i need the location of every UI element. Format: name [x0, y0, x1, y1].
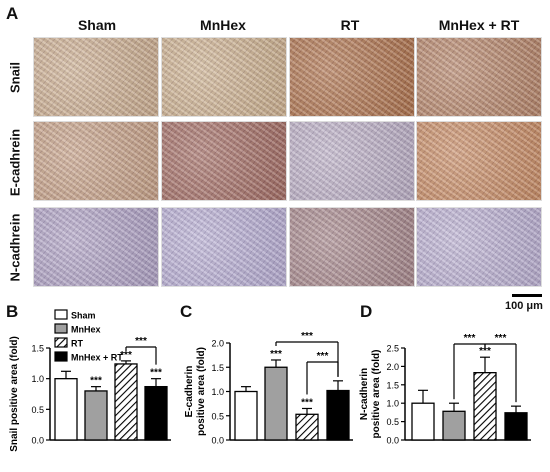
bracket-label-c-0: *** [301, 331, 313, 342]
significance-b-1: *** [90, 376, 102, 387]
significance-c-2: *** [301, 397, 313, 408]
panel-label-b: B [6, 302, 19, 321]
y-axis-label-d-line-0: N-cadherin [359, 368, 370, 420]
y-tick-label-b-2: 1.0 [31, 374, 44, 384]
bar-b-0 [54, 378, 78, 441]
bracket-label-d-1: *** [495, 333, 507, 344]
panel-label-a: A [6, 4, 19, 23]
histology-tile-e-cadhrein-mnhex-rt [416, 121, 542, 201]
y-axis-label-d-line-1: positive area (fold) [371, 350, 382, 439]
bracket-label-c-1: *** [317, 351, 329, 362]
panel-label-c: C [180, 302, 193, 321]
y-tick-label-c-0: 0.0 [211, 436, 224, 446]
histology-tile-e-cadhrein-mnhex [161, 121, 287, 201]
y-tick-label-d-5: 2.5 [386, 344, 399, 354]
bar-c-0 [234, 390, 258, 441]
bar-b-1 [84, 390, 108, 441]
legend-label-3: MnHex + RT [71, 353, 123, 363]
histology-tile-snail-mnhex-rt [416, 37, 542, 117]
y-axis-label-c-line-0: E-cadherin [184, 366, 195, 418]
bar-d-2 [473, 372, 497, 441]
histology-tile-n-cadhrein-mnhex-rt [416, 207, 542, 287]
histology-tile-e-cadhrein-rt [289, 121, 415, 201]
column-header-rt: RT [340, 17, 360, 33]
y-axis-label-c-line-1: positive area (fold) [196, 347, 207, 436]
significance-c-1: *** [270, 349, 282, 360]
y-tick-label-d-2: 1.0 [386, 399, 399, 409]
y-tick-label-c-4: 2.0 [211, 339, 224, 349]
bar-c-1 [264, 366, 288, 441]
histology-tile-e-cadhrein-sham [33, 121, 159, 201]
bracket-label-b-0: *** [135, 336, 147, 347]
histology-tile-snail-mnhex [161, 37, 287, 117]
legend-swatch-2 [54, 337, 68, 348]
bar-b-2 [114, 363, 138, 441]
bar-d-3 [504, 412, 528, 441]
column-header-mnhex-rt: MnHex + RT [438, 17, 520, 33]
bar-d-0 [411, 402, 435, 441]
significance-b-2: *** [120, 350, 132, 361]
y-tick-label-c-3: 1.5 [211, 363, 224, 373]
histology-tile-snail-sham [33, 37, 159, 117]
y-tick-label-c-2: 1.0 [211, 387, 224, 397]
legend-label-1: MnHex [71, 325, 101, 335]
histology-tile-n-cadhrein-sham [33, 207, 159, 287]
histology-tile-snail-rt [289, 37, 415, 117]
scale-bar-label: 100 μm [505, 300, 543, 312]
y-tick-label-b-0: 0.0 [31, 436, 44, 446]
legend-swatch-0 [54, 309, 68, 320]
significance-b-3: *** [150, 368, 162, 379]
bar-d-1 [442, 410, 466, 441]
significance-d-2: *** [479, 346, 491, 357]
histology-tile-n-cadhrein-rt [289, 207, 415, 287]
y-axis-label-b: Snail positive area (fold) [9, 336, 20, 452]
column-header-mnhex: MnHex [200, 17, 246, 33]
y-tick-label-b-1: 0.5 [31, 405, 44, 415]
bar-b-3 [144, 385, 168, 441]
bar-c-3 [326, 389, 350, 441]
legend-label-2: RT [71, 339, 83, 349]
legend-label-0: Sham [71, 311, 96, 321]
legend-swatch-1 [54, 323, 68, 334]
y-tick-label-c-1: 0.5 [211, 411, 224, 421]
legend-swatch-3 [54, 351, 68, 362]
y-tick-label-d-1: 0.5 [386, 417, 399, 427]
bar-c-2 [295, 413, 319, 441]
column-header-sham: Sham [77, 17, 117, 33]
y-tick-label-b-3: 1.5 [31, 344, 44, 354]
y-tick-label-d-4: 2.0 [386, 362, 399, 372]
panel-label-d: D [360, 302, 373, 321]
y-tick-label-d-0: 0.0 [386, 436, 399, 446]
histology-tile-n-cadhrein-mnhex [161, 207, 287, 287]
bracket-label-d-0: *** [464, 333, 476, 344]
y-tick-label-d-3: 1.5 [386, 380, 399, 390]
scale-bar [512, 294, 542, 297]
